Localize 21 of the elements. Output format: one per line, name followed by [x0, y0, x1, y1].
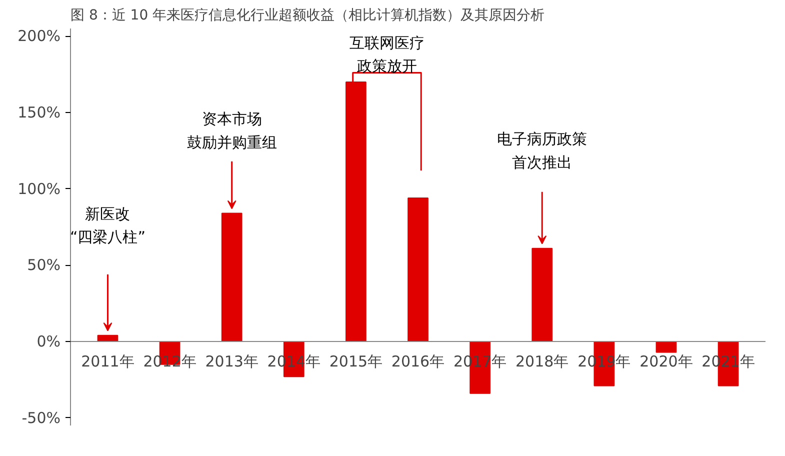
x-tick-label: 2012年 [143, 352, 196, 371]
y-tick-label: 150% [18, 103, 61, 122]
y-tick-label: 200% [18, 27, 61, 46]
annotation: 资本市场鼓励并购重组 [186, 110, 277, 152]
bar [532, 248, 553, 342]
y-tick-label: 100% [18, 180, 61, 198]
annotation: 新医改“四梁八柱” [70, 204, 146, 246]
x-tick-label: 2013年 [205, 352, 258, 371]
x-tick-label: 2016年 [391, 352, 445, 371]
bar [408, 197, 428, 342]
annotation: 电子病历政策首次推出 [497, 130, 588, 172]
y-tick-label: -50% [22, 408, 61, 427]
x-tick-label: 2020年 [640, 352, 693, 371]
chart-title: 图 8：近 10 年来医疗信息化行业超额收益（相比计算机指数）及其原因分析 [70, 8, 545, 24]
bar [221, 212, 242, 342]
x-tick-label: 2011年 [81, 352, 134, 371]
y-tick-label: 50% [27, 256, 61, 274]
y-tick-label: 0% [36, 332, 60, 351]
annotation: 互联网医疗政策放开 [349, 34, 424, 76]
x-tick-label: 2018年 [516, 352, 569, 371]
x-tick-label: 2015年 [329, 352, 383, 371]
